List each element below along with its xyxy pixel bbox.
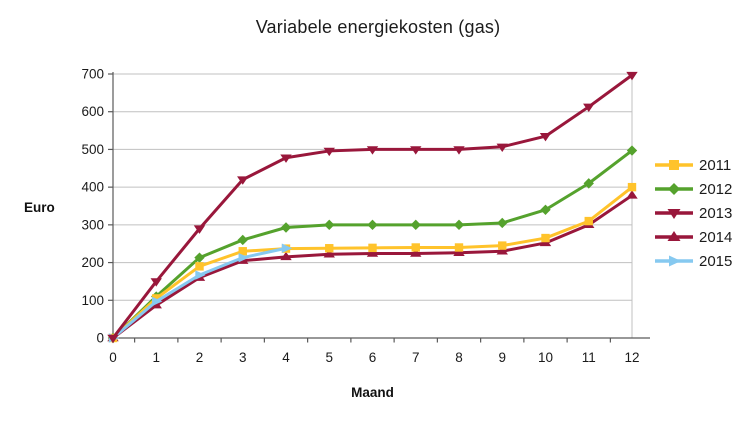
legend-item-2012: 2012 — [654, 177, 732, 201]
series-2013 — [107, 71, 638, 344]
legend-label: 2015 — [699, 252, 733, 270]
legend-item-2013: 2013 — [654, 201, 732, 225]
series-marker-2013 — [280, 154, 292, 163]
series-marker-2012 — [410, 219, 421, 231]
series-marker-2013 — [107, 334, 119, 344]
series-marker-2011 — [627, 182, 637, 192]
series-marker-2012 — [583, 178, 594, 189]
legend-marker-shape — [669, 160, 679, 170]
series-marker-2015 — [152, 296, 163, 307]
x-tick-label: 7 — [412, 350, 420, 365]
legend-label: 2012 — [699, 180, 733, 198]
x-axis-title: Maand — [351, 385, 394, 400]
series-marker-2014 — [280, 251, 292, 261]
series-marker-2012 — [453, 219, 465, 231]
legend-marker-square-icon — [655, 160, 693, 170]
series-marker-2015 — [195, 270, 206, 280]
legend-marker-triangle-up-icon — [655, 231, 693, 241]
series-marker-2012 — [540, 204, 551, 215]
series-marker-2014 — [410, 248, 422, 257]
x-tick-label: 10 — [538, 350, 553, 365]
series-2014 — [107, 190, 638, 342]
series-marker-2011 — [195, 262, 204, 271]
y-tick-label: 300 — [81, 217, 104, 232]
x-tick-label: 0 — [109, 350, 117, 365]
x-tick-label: 6 — [369, 350, 377, 365]
legend-label: 2014 — [699, 228, 733, 246]
series-marker-2015 — [238, 252, 249, 263]
x-tick-label: 4 — [282, 350, 290, 365]
series-marker-2014 — [496, 246, 508, 255]
y-tick-label: 400 — [81, 180, 104, 195]
series-marker-2013 — [410, 146, 422, 155]
legend-label: 2013 — [699, 204, 733, 222]
series-marker-2011 — [152, 294, 161, 303]
y-tick-label: 500 — [81, 142, 104, 157]
series-marker-2011 — [584, 216, 593, 226]
series-marker-2013 — [583, 103, 595, 113]
series-marker-2012 — [367, 219, 378, 231]
x-tick-label: 3 — [239, 350, 247, 365]
series-marker-2014 — [453, 247, 465, 256]
x-tick-label: 12 — [624, 350, 639, 365]
x-tick-label: 1 — [152, 350, 160, 365]
legend-marker-diamond-icon — [655, 183, 693, 195]
legend-item-2015: 2015 — [654, 249, 732, 273]
legend-item-2011: 2011 — [654, 153, 732, 177]
series-marker-2013 — [626, 71, 638, 81]
x-tick-label: 8 — [455, 350, 463, 365]
series-marker-2013 — [366, 146, 379, 155]
x-tick-label: 11 — [582, 350, 596, 365]
x-tick-label: 9 — [498, 350, 506, 365]
y-tick-label: 200 — [81, 255, 104, 270]
series-marker-2014 — [323, 249, 335, 258]
series-marker-2013 — [496, 143, 508, 152]
legend-label: 2011 — [699, 156, 732, 174]
series-marker-2011 — [325, 244, 334, 253]
series-marker-2013 — [237, 176, 249, 185]
series-marker-2013 — [453, 146, 465, 155]
legend-item-2014: 2014 — [654, 225, 732, 249]
chart-title: Variabele energiekosten (gas) — [255, 17, 501, 37]
series-marker-2012 — [324, 219, 335, 231]
y-tick-label: 600 — [81, 104, 104, 119]
series-marker-2013 — [539, 133, 552, 142]
series-marker-2014 — [626, 190, 638, 199]
x-tick-label: 2 — [196, 350, 204, 365]
series-marker-2011 — [238, 247, 247, 256]
x-tick-label: 5 — [325, 350, 333, 365]
series-marker-2011 — [498, 241, 507, 250]
series-marker-2012 — [497, 217, 508, 229]
series-line-2013 — [111, 73, 634, 340]
y-tick-label: 0 — [96, 331, 104, 346]
series-marker-2011 — [541, 233, 550, 243]
series-marker-2012 — [280, 222, 292, 233]
series-marker-2011 — [411, 243, 420, 252]
legend-marker-triangle-down-icon — [655, 209, 693, 219]
y-tick-label: 100 — [81, 293, 104, 308]
y-axis-title: Euro — [24, 200, 55, 215]
legend: 2011 2012 2013 2014 2015 — [654, 153, 732, 273]
series-marker-2011 — [368, 243, 377, 253]
legend-marker-triangle-right-icon — [655, 255, 693, 267]
y-tick-label: 700 — [81, 67, 104, 82]
series-marker-2013 — [193, 225, 206, 234]
series-marker-2011 — [454, 243, 464, 252]
series-marker-2014 — [366, 248, 379, 257]
legend-marker-shape — [669, 255, 681, 267]
series-marker-2015 — [281, 243, 293, 253]
series-marker-2012 — [626, 145, 638, 156]
legend-marker-shape — [667, 231, 681, 241]
legend-marker-shape — [668, 183, 680, 195]
legend-marker-shape — [667, 209, 681, 219]
series-marker-2013 — [323, 147, 335, 157]
series-marker-2012 — [237, 234, 248, 246]
series-2015 — [108, 243, 293, 343]
series-marker-2013 — [150, 278, 162, 287]
series-marker-2012 — [194, 252, 205, 263]
